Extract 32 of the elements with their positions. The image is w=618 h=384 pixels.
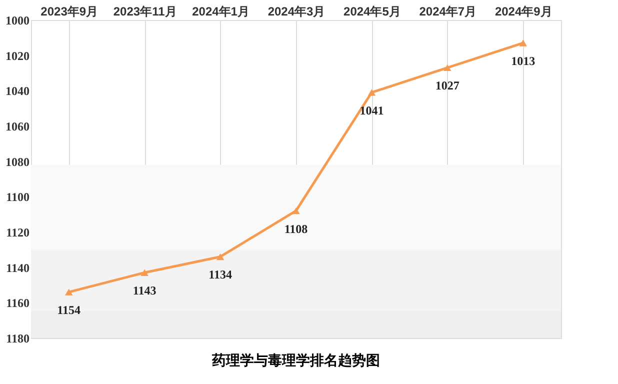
x-tick-label: 2023年11月 [113, 4, 177, 18]
point [140, 269, 148, 276]
data-label: 1143 [132, 284, 156, 298]
x-tick-label: 2023年9月 [40, 4, 98, 18]
text: 药理学与毒理学排名趋势图 [211, 352, 380, 368]
x-tick-label: 2024年9月 [494, 4, 552, 18]
y-tick-label: 1120 [6, 226, 30, 240]
y-tick-label: 1180 [6, 332, 30, 346]
y-tick-label: 1000 [6, 14, 30, 28]
data-label: 1108 [284, 222, 308, 236]
point [368, 89, 376, 96]
point [216, 253, 224, 260]
x-tick-label: 2024年1月 [192, 4, 250, 18]
y-tick-label: 1160 [6, 296, 30, 310]
data-label: 1041 [360, 103, 384, 118]
y-tick-label: 1060 [6, 120, 30, 134]
point [444, 64, 452, 72]
x-tick-label: 2024年5月 [344, 4, 401, 18]
point [64, 288, 73, 296]
x-tick-label: 2024年3月 [268, 4, 326, 18]
data-label: 1013 [511, 54, 536, 68]
y-tick-label: 1020 [6, 48, 30, 63]
x-tick-label: 2024年7月 [419, 4, 477, 18]
data-label: 1154 [57, 303, 81, 318]
y-tick-label: 1100 [6, 190, 30, 204]
point [292, 207, 300, 214]
data-label: 1134 [208, 268, 232, 282]
point [519, 40, 528, 46]
data-label: 1027 [435, 78, 460, 93]
y-tick-label: 1080 [6, 154, 30, 169]
y-tick-label: 1040 [6, 84, 30, 98]
y-tick-label: 1140 [6, 260, 30, 275]
